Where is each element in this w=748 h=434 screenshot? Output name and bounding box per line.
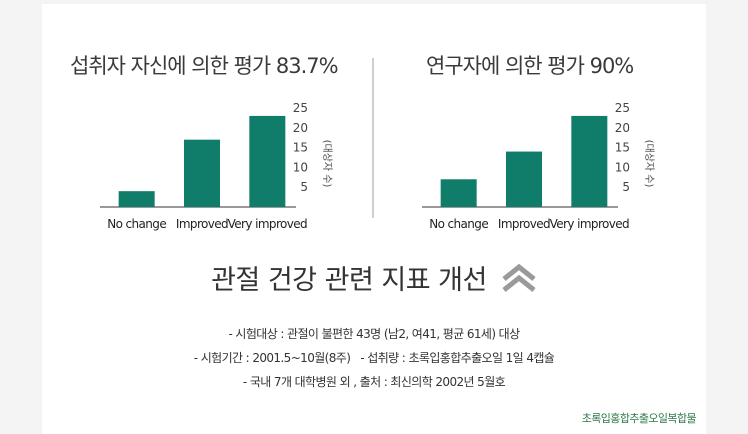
chart-title-left: 섭취자 자신에 의한 평가 83.7% — [70, 54, 339, 78]
content-card — [42, 4, 706, 434]
chart-title-right: 연구자에 의한 평가 90% — [426, 54, 634, 78]
category-label: Very improved — [550, 217, 629, 231]
bar-no-change — [440, 179, 477, 207]
note-period-dose: - 시험기간 : 2001.5~10월(8주) - 섭취량 : 초록입홍합추출오일… — [0, 346, 748, 370]
bar-very-improved — [249, 115, 286, 207]
y-tick-label: 5 — [622, 180, 630, 194]
bar-chart-left: No change Improved Very improved 5 10 15 20 25 (… — [100, 101, 333, 231]
note-source-reference: - 국내 7개 대학병원 외 , 출처 : 최신의학 2002년 5월호 — [242, 375, 506, 389]
category-label: Improved — [498, 217, 550, 231]
headline-text: 관절 건강 관련 지표 개선 — [211, 265, 487, 296]
category-label: Very improved — [228, 217, 307, 231]
note-subjects: - 시험대상 : 관절이 불편한 43명 (남2, 여41, 평균 61세) 대… — [228, 327, 520, 341]
y-axis-label: (대상자 수) — [643, 140, 655, 188]
bar-no-change — [118, 191, 155, 207]
note-dose: - 섭취량 : 초록입홍합추출오일 1일 4캡슐 — [360, 351, 555, 365]
y-tick-label: 25 — [615, 101, 630, 115]
product-name-label: 초록입홍합추출오일복합물 — [581, 412, 697, 425]
bar-improved — [184, 139, 220, 207]
category-label: Improved — [176, 217, 228, 231]
y-tick-label: 5 — [300, 180, 308, 194]
y-tick-label: 10 — [293, 160, 308, 174]
category-label: No change — [107, 217, 166, 231]
headline: 관절 건강 관련 지표 개선 — [0, 258, 748, 300]
y-tick-label: 10 — [615, 160, 630, 174]
chart-divider — [372, 58, 374, 218]
double-chevron-up-icon — [501, 263, 537, 300]
y-tick-label: 25 — [293, 101, 308, 115]
bar-very-improved — [571, 115, 608, 207]
category-label: No change — [429, 217, 488, 231]
y-tick-label: 20 — [293, 121, 308, 135]
bar-chart-right: No change Improved Very improved 5 10 15 20 25 (… — [422, 101, 655, 231]
y-tick-label: 15 — [293, 141, 308, 155]
bar-improved — [506, 151, 542, 207]
note-period: - 시험기간 : 2001.5~10월(8주) — [193, 351, 351, 365]
y-axis-label: (대상자 수) — [321, 140, 333, 188]
study-notes: - 시험대상 : 관절이 불편한 43명 (남2, 여41, 평균 61세) 대… — [0, 322, 748, 394]
y-tick-label: 15 — [615, 141, 630, 155]
y-tick-label: 20 — [615, 121, 630, 135]
